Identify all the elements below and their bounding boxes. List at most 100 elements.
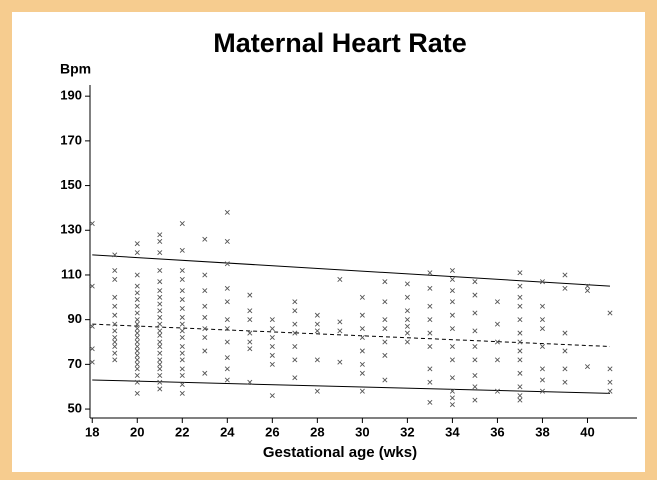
- point: [562, 272, 568, 278]
- point: [224, 238, 230, 244]
- point: [404, 308, 410, 314]
- point: [224, 366, 230, 372]
- x-tick-label: 32: [400, 424, 414, 439]
- point: [202, 348, 208, 354]
- point: [292, 357, 298, 363]
- x-axis-label: Gestational age (wks): [263, 444, 417, 461]
- chart-title: Maternal Heart Rate: [213, 28, 467, 58]
- point: [517, 397, 523, 403]
- y-axis-label: Bpm: [60, 61, 91, 77]
- point: [224, 339, 230, 345]
- point: [179, 390, 185, 396]
- x-tick-label: 20: [130, 424, 144, 439]
- point: [112, 357, 118, 363]
- point: [134, 348, 140, 354]
- point: [449, 288, 455, 294]
- point: [314, 388, 320, 394]
- point: [134, 390, 140, 396]
- point: [472, 357, 478, 363]
- point: [179, 314, 185, 320]
- point: [292, 330, 298, 336]
- point: [359, 335, 365, 341]
- reference-line: [92, 254, 611, 287]
- point: [359, 348, 365, 354]
- point: [382, 279, 388, 285]
- point: [292, 308, 298, 314]
- point: [134, 335, 140, 341]
- point: [179, 221, 185, 227]
- point: [89, 359, 95, 365]
- point: [404, 330, 410, 336]
- x-tick-label: 40: [580, 424, 594, 439]
- point: [539, 279, 545, 285]
- point: [247, 330, 253, 336]
- point: [584, 364, 590, 370]
- point: [427, 379, 433, 385]
- point: [134, 330, 140, 336]
- point: [359, 312, 365, 318]
- point: [517, 393, 523, 399]
- point: [539, 388, 545, 394]
- point: [562, 366, 568, 372]
- x-tick-label: 38: [535, 424, 549, 439]
- point: [517, 317, 523, 323]
- point: [224, 377, 230, 383]
- point: [134, 290, 140, 296]
- y-tick-label: 50: [68, 400, 82, 415]
- point: [247, 317, 253, 323]
- point: [157, 238, 163, 244]
- point: [269, 352, 275, 358]
- point: [337, 328, 343, 334]
- point: [494, 321, 500, 327]
- point: [134, 272, 140, 278]
- point: [539, 326, 545, 332]
- point: [157, 361, 163, 367]
- point: [224, 209, 230, 215]
- point: [382, 339, 388, 345]
- point: [89, 323, 95, 329]
- point: [449, 267, 455, 274]
- point: [314, 328, 320, 334]
- point: [607, 310, 613, 316]
- point: [539, 303, 545, 309]
- point: [404, 339, 410, 345]
- point: [382, 377, 388, 383]
- point: [157, 379, 163, 385]
- point: [404, 281, 410, 287]
- point: [472, 310, 478, 316]
- point: [179, 276, 185, 282]
- x-tick-label: 24: [220, 424, 235, 439]
- point: [337, 319, 343, 325]
- y-tick-label: 130: [60, 222, 82, 237]
- reference-line: [92, 323, 611, 347]
- point: [157, 373, 163, 379]
- point: [607, 379, 613, 385]
- point: [472, 292, 478, 298]
- point: [157, 357, 163, 363]
- point: [224, 285, 230, 291]
- point: [202, 303, 208, 309]
- point: [359, 388, 365, 394]
- point: [224, 326, 230, 332]
- point: [224, 355, 230, 361]
- point: [247, 339, 253, 345]
- point: [179, 373, 185, 379]
- point: [157, 301, 163, 307]
- point: [89, 283, 95, 289]
- point: [179, 328, 185, 334]
- x-tick-label: 34: [445, 424, 460, 439]
- point: [382, 317, 388, 323]
- point: [337, 276, 343, 282]
- point: [112, 350, 118, 356]
- point: [157, 250, 163, 256]
- x-tick-label: 18: [85, 424, 99, 439]
- point: [607, 366, 613, 372]
- point: [494, 357, 500, 363]
- point: [112, 335, 118, 341]
- point: [562, 379, 568, 385]
- point: [179, 357, 185, 363]
- point: [112, 312, 118, 318]
- point: [134, 303, 140, 309]
